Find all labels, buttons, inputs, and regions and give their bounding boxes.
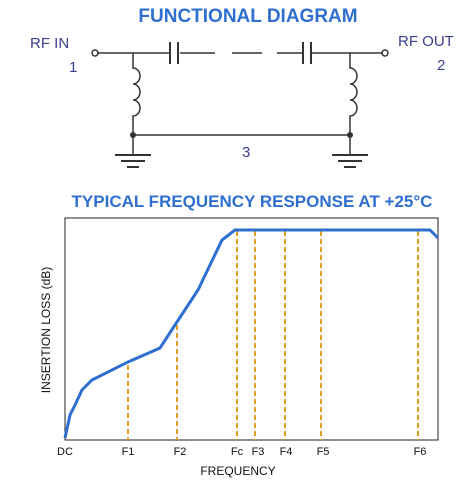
ground-label: 3 xyxy=(242,144,250,161)
diagram-title: FUNCTIONAL DIAGRAM xyxy=(138,6,357,27)
port-number: 1 xyxy=(69,59,77,76)
port-label: RF OUT xyxy=(398,33,454,50)
port-number: 2 xyxy=(437,57,445,74)
schematic xyxy=(91,42,389,168)
x-marker: F5 xyxy=(317,446,330,458)
markers xyxy=(127,231,419,440)
x-marker: F4 xyxy=(280,446,293,458)
x-marker: Fc xyxy=(231,446,244,458)
y-label: INSERTION LOSS (dB) xyxy=(39,267,53,393)
chart-title: TYPICAL FREQUENCY RESPONSE AT +25°C xyxy=(72,192,433,211)
x-marker: F1 xyxy=(122,446,135,458)
port-label: RF IN xyxy=(30,35,69,52)
plot-frame xyxy=(64,217,439,441)
x-marker: DC xyxy=(57,446,73,458)
x-marker: F3 xyxy=(252,446,265,458)
x-marker: F6 xyxy=(414,446,427,458)
response-curve xyxy=(63,228,440,439)
x-label: FREQUENCY xyxy=(200,464,275,478)
x-marker: F2 xyxy=(174,446,187,458)
